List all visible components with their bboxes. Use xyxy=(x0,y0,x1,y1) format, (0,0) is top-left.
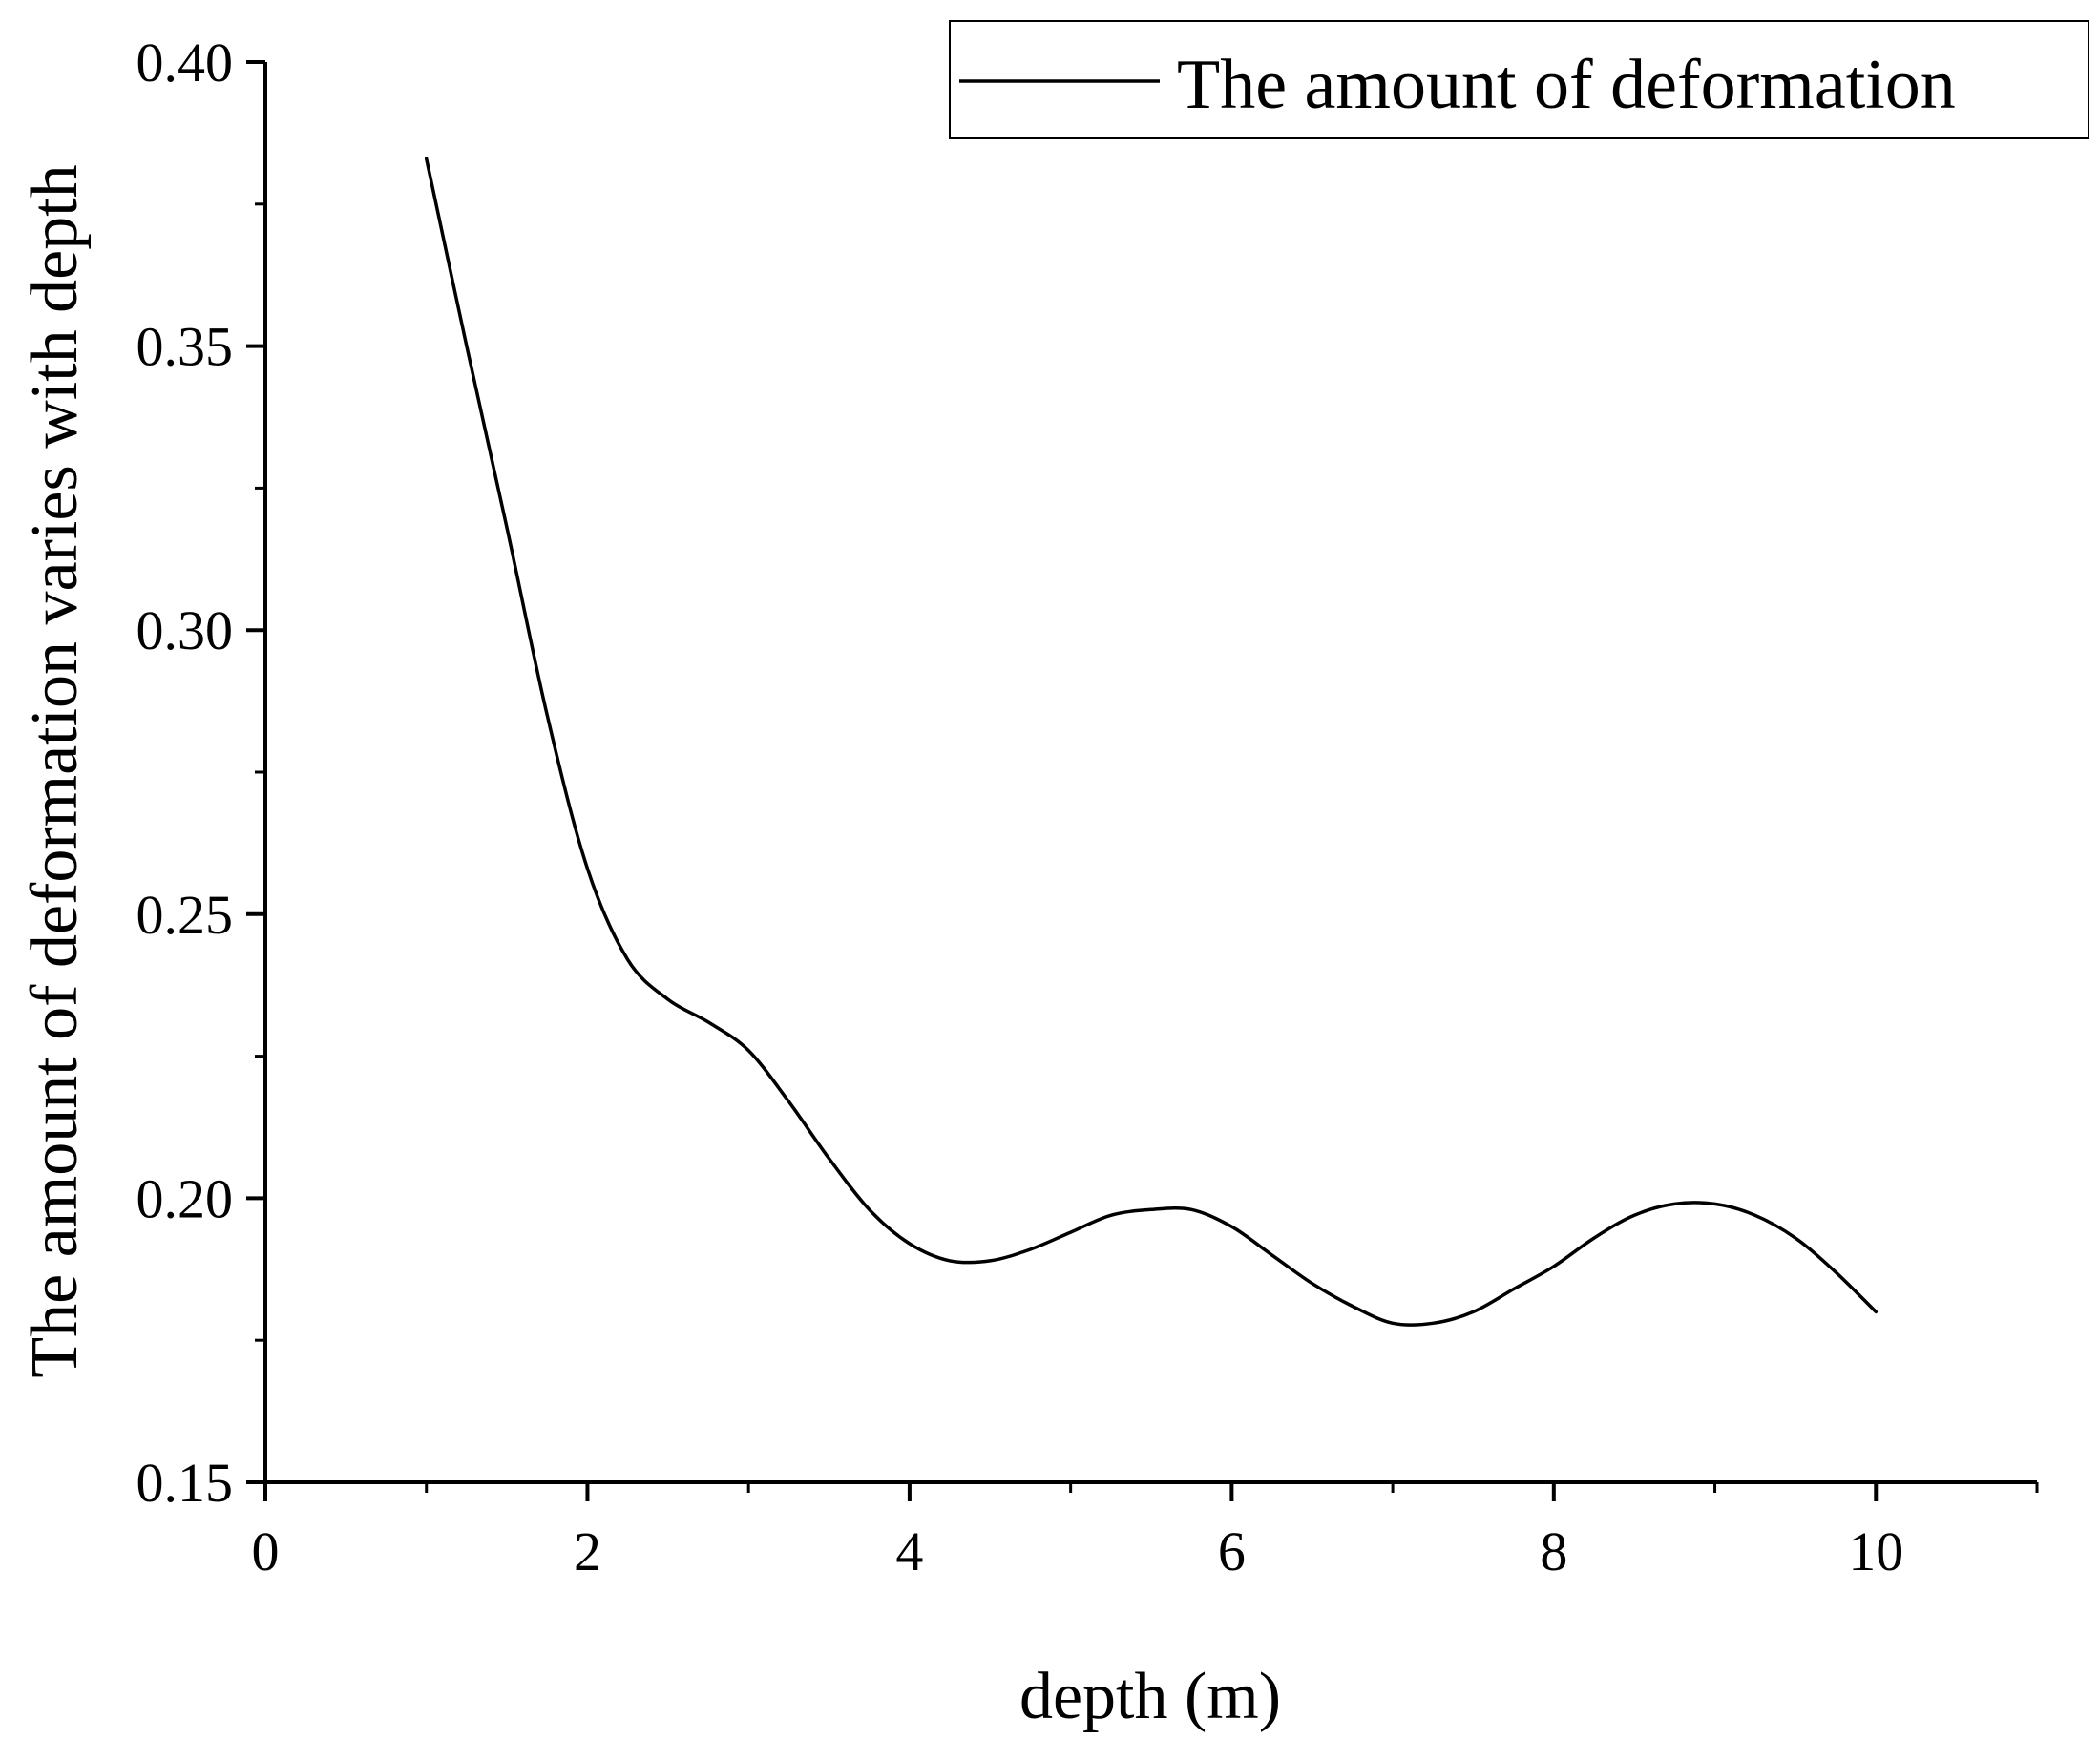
x-tick-label: 2 xyxy=(574,1520,601,1582)
y-axis-title: The amount of deformation varies with de… xyxy=(18,164,92,1377)
y-tick-label: 0.25 xyxy=(136,884,234,946)
y-tick-label: 0.30 xyxy=(136,599,234,661)
y-tick-label: 0.40 xyxy=(136,31,234,94)
x-tick-label: 6 xyxy=(1218,1520,1246,1582)
x-axis-title: depth (m) xyxy=(1019,1660,1281,1733)
legend: The amount of deformation xyxy=(949,20,2090,139)
x-tick-label: 8 xyxy=(1540,1520,1567,1582)
deformation-series-line xyxy=(424,157,1879,1327)
x-tick-label: 0 xyxy=(252,1520,280,1582)
x-axis-ticks: 0 2 4 6 8 10 xyxy=(252,1482,2039,1582)
y-axis-ticks: 0.15 0.20 0.25 0.30 0.35 0.40 xyxy=(136,31,265,1514)
x-tick-label: 4 xyxy=(895,1520,923,1582)
plot-area: 0.15 0.20 0.25 0.30 0.35 0.40 0 2 4 6 8 10 xyxy=(136,31,2039,1582)
y-tick-label: 0.20 xyxy=(136,1167,234,1229)
x-tick-label: 10 xyxy=(1848,1520,1903,1582)
y-tick-label: 0.15 xyxy=(136,1452,234,1514)
y-tick-label: 0.35 xyxy=(136,316,234,378)
legend-label: The amount of deformation xyxy=(1177,46,1956,124)
